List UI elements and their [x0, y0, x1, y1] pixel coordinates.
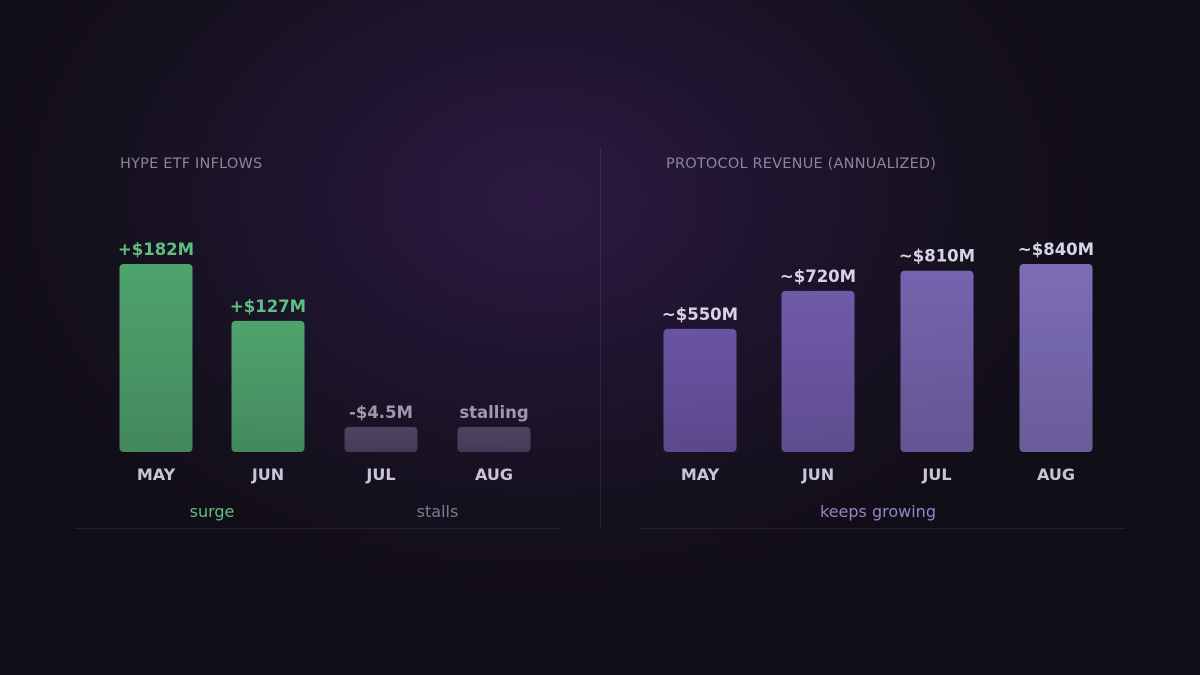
panel-divider [600, 148, 601, 528]
revenue-bar-jul [900, 270, 974, 452]
etf-category-label-jun: JUN [251, 465, 284, 484]
revenue-caption-keeps-growing: keeps growing [820, 502, 936, 521]
etf-inflows-rule [75, 528, 560, 529]
protocol-revenue-title: PROTOCOL REVENUE (ANNUALIZED) [666, 156, 937, 172]
etf-value-label-jun: +$127M [230, 297, 306, 316]
revenue-category-label-jun: JUN [801, 465, 834, 484]
etf-bar-aug [457, 427, 531, 452]
revenue-bar-jun [781, 290, 855, 452]
etf-inflows-chart: +$182M MAY +$127M JUN -$4.5M JUL stalling AUG [118, 240, 531, 484]
protocol-revenue-chart: ~$550M MAY ~$720M JUN ~$810M JUL ~$840M AUG [662, 240, 1094, 484]
etf-caption-stalls: stalls [416, 502, 459, 521]
etf-caption-surge: surge [189, 502, 235, 521]
etf-bar-jul [344, 427, 418, 452]
revenue-value-label-jul: ~$810M [899, 247, 975, 266]
etf-inflows-panel: HYPE ETF INFLOWS +$182M MAY +$127M JUN -$4.5… [75, 156, 560, 529]
etf-bar-jun [231, 320, 305, 452]
etf-value-label-may: +$182M [118, 240, 194, 259]
revenue-category-label-may: MAY [681, 465, 720, 484]
etf-value-label-jul: -$4.5M [349, 403, 413, 422]
protocol-revenue-rule [640, 528, 1125, 529]
revenue-category-label-jul: JUL [921, 465, 951, 484]
etf-inflows-title: HYPE ETF INFLOWS [120, 156, 263, 172]
revenue-value-label-jun: ~$720M [780, 267, 856, 286]
etf-category-label-aug: AUG [475, 465, 513, 484]
protocol-revenue-panel: PROTOCOL REVENUE (ANNUALIZED) ~$550M MAY ~… [600, 0, 1200, 675]
revenue-category-label-aug: AUG [1037, 465, 1075, 484]
revenue-bar-may [663, 328, 737, 452]
revenue-value-label-aug: ~$840M [1018, 240, 1094, 259]
etf-value-label-aug: stalling [459, 403, 528, 422]
etf-category-label-jul: JUL [365, 465, 395, 484]
etf-bar-may [119, 264, 193, 452]
revenue-bar-aug [1019, 264, 1093, 452]
revenue-value-label-may: ~$550M [662, 305, 738, 324]
etf-category-label-may: MAY [137, 465, 176, 484]
